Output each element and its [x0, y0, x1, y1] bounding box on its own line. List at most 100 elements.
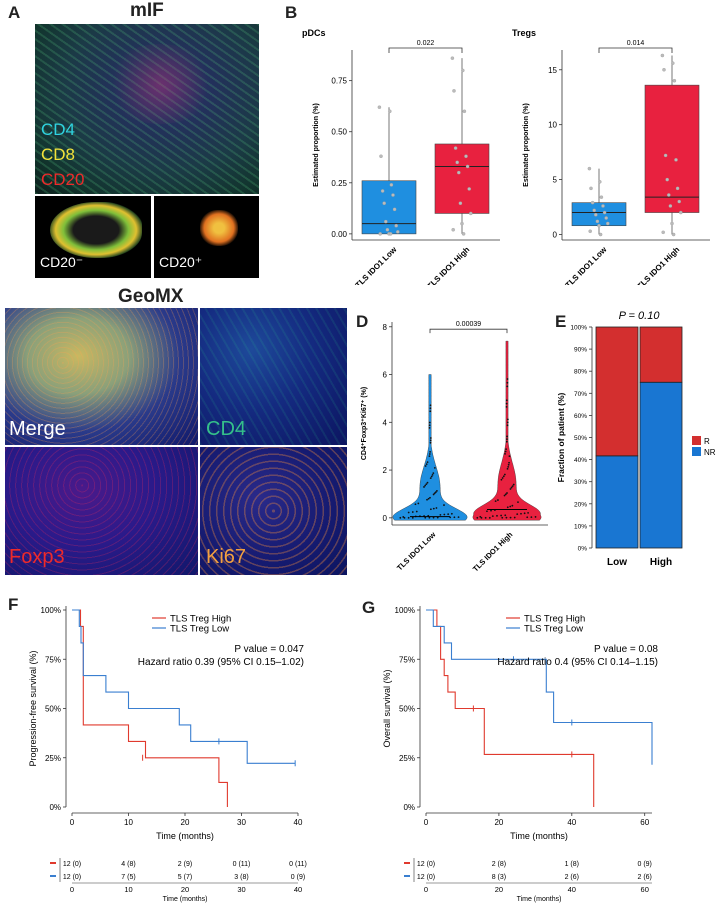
km-curve-high [426, 609, 595, 807]
violin-point [402, 516, 405, 518]
data-point [671, 61, 675, 65]
chart-title: Tregs [512, 28, 536, 38]
violin-point [509, 505, 512, 508]
risk-x-tick-label: 0 [424, 885, 428, 894]
panel-label-f: F [8, 595, 19, 614]
cd20-positive-inset: CD20⁺ [154, 196, 259, 278]
violin-point [509, 516, 512, 519]
y-tick-label: 50% [574, 435, 587, 442]
y-axis-label: Estimated proportion (%) [523, 103, 530, 187]
data-point [389, 183, 394, 187]
violin-point [501, 516, 504, 519]
mif-title: mIF [130, 0, 164, 21]
data-point [587, 166, 592, 171]
data-point [455, 160, 459, 165]
violin-low [392, 374, 468, 521]
violin-point [479, 515, 482, 518]
y-axis-label: Progression-free survival (%) [28, 650, 38, 766]
violin-point [428, 453, 431, 455]
y-tick-label: 5 [553, 176, 558, 185]
violin-point [434, 491, 437, 493]
risk-x-tick-label: 20 [495, 885, 503, 894]
y-tick-label: 75% [45, 655, 61, 664]
pfs-km-chart: 0% 25% 50% 75% 100% 0 10 20 30 40 Time (months) Pro… [28, 606, 307, 903]
violin-point [407, 516, 410, 519]
x-tick-label: 40 [567, 818, 576, 827]
violin-point [494, 500, 497, 502]
y-tick-label: 15 [548, 66, 557, 75]
violin-point [443, 513, 446, 516]
violin-point [517, 501, 519, 503]
chart-title: P = 0.10 [619, 310, 661, 322]
x-tick-label: High [650, 557, 672, 568]
x-tick-label: 20 [181, 818, 190, 827]
violin-point [505, 516, 508, 519]
violin-point [490, 509, 492, 512]
y-tick-label: 10 [548, 121, 557, 130]
risk-table-cell: 2 (9) [178, 861, 192, 868]
panel-label-d: D [356, 312, 369, 331]
data-point [460, 221, 464, 226]
violin-point [435, 507, 438, 509]
legend-label-high: TLS Treg High [170, 614, 231, 625]
foxp3-tile-image: Foxp3 [5, 447, 198, 575]
violin-chart: 0 2 4 6 8 CD4⁺Foxp3⁺Ki67⁺ (%) TLS IDO1 Low TLS … [361, 321, 548, 574]
risk-x-tick-label: 0 [70, 885, 74, 894]
box-high [434, 143, 490, 214]
data-point [458, 201, 463, 205]
violin-point [509, 488, 512, 490]
data-point [382, 201, 386, 205]
bar-r-high [639, 326, 683, 383]
y-tick-label: 30% [574, 479, 587, 486]
marker-cd8-label: CD8 [41, 145, 76, 164]
violin-point [496, 514, 498, 517]
y-tick-label: 50% [45, 705, 61, 714]
risk-table-cell: 2 (6) [565, 874, 579, 881]
data-point [679, 210, 683, 215]
violin-point [443, 504, 445, 506]
risk-x-tick-label: 40 [568, 885, 576, 894]
violin-point [411, 511, 414, 513]
data-point [380, 189, 385, 193]
risk-x-axis-label: Time (months) [517, 896, 562, 903]
violin-point [411, 516, 414, 519]
violin-point [424, 465, 427, 467]
violin-point [506, 506, 509, 509]
violin-point [501, 477, 504, 479]
y-axis-label: Estimated proportion (%) [313, 103, 320, 187]
y-tick-label: 6 [383, 371, 388, 380]
y-tick-label: 90% [574, 347, 587, 354]
tregs-box-chart: Tregs 0 5 10 15 Estimated proportion (%) TLS I… [512, 28, 710, 285]
violin-point [432, 507, 435, 510]
y-tick-label: 70% [574, 391, 587, 398]
violin-point [503, 473, 506, 476]
violin-point [432, 472, 435, 475]
legend-label-low: TLS Treg Low [170, 624, 229, 635]
ki67-tile-label: Ki67 [206, 546, 247, 568]
y-tick-label: 100% [395, 606, 415, 615]
risk-table-cell: 12 (0) [63, 874, 81, 881]
violin-point [432, 493, 435, 496]
violin-point [415, 510, 418, 513]
risk-x-tick-label: 30 [237, 885, 245, 894]
pdcs-box-chart: pDCs 0.00 0.25 0.50 0.75 Estimated proportion… [302, 28, 500, 285]
y-tick-label: 0.00 [331, 230, 347, 239]
violin-point [504, 452, 506, 455]
violin-point [480, 516, 483, 519]
data-point [592, 208, 596, 213]
violin-point [505, 405, 508, 408]
violin-point [513, 516, 516, 519]
bar-nr-low [595, 455, 639, 549]
x-tick-label: TLS IDO1 Low [354, 245, 399, 285]
risk-table-cell: 0 (11) [233, 861, 251, 868]
violin-point [433, 492, 436, 495]
merge-label: Merge [9, 418, 66, 440]
significance-bracket [598, 47, 673, 53]
violin-point [429, 441, 432, 444]
violin-point [407, 511, 410, 514]
violin-point [428, 455, 431, 458]
data-point [462, 109, 467, 114]
violin-point [417, 502, 420, 505]
violin-point [510, 486, 513, 489]
violin-point [530, 516, 533, 518]
